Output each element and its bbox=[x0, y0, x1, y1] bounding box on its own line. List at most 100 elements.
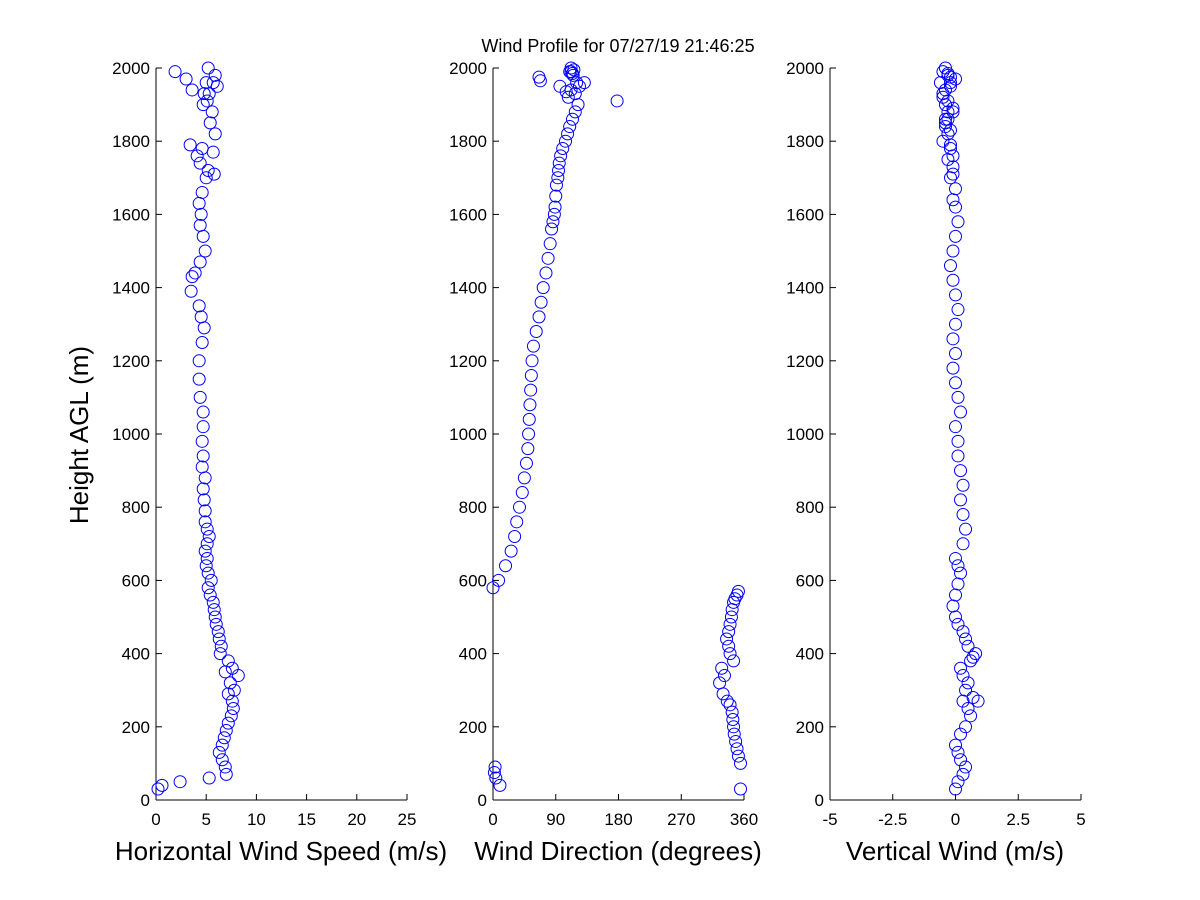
direction-data-point bbox=[727, 727, 741, 741]
speed-data-point bbox=[218, 760, 232, 774]
vertical-data-point bbox=[949, 346, 962, 360]
vertical-data-point bbox=[951, 390, 965, 404]
vertical-x-tick-label: 2.5 bbox=[1006, 810, 1030, 829]
speed-data-point bbox=[185, 270, 199, 284]
direction-x-tick-label: 360 bbox=[730, 810, 758, 829]
height-y-axis-label: Height AGL (m) bbox=[64, 346, 94, 524]
speed-data-point bbox=[195, 434, 209, 448]
direction-data-point bbox=[534, 295, 548, 309]
vertical-data-point bbox=[956, 625, 970, 639]
speed-y-tick-label: 2000 bbox=[112, 59, 150, 78]
speed-data-point bbox=[194, 310, 208, 324]
vertical-data-point bbox=[938, 61, 952, 75]
vertical-data-point bbox=[959, 760, 973, 774]
direction-x-tick-label: 180 bbox=[604, 810, 632, 829]
vertical-x-tick-label: -5 bbox=[822, 810, 837, 829]
speed-data-point bbox=[198, 544, 212, 558]
speed-data-point bbox=[219, 767, 233, 781]
vertical-data-point bbox=[946, 332, 960, 346]
direction-data-point bbox=[529, 325, 543, 339]
speed-data-point bbox=[212, 745, 226, 759]
direction-data-point bbox=[723, 617, 737, 631]
vertical-data-point bbox=[941, 112, 955, 126]
vertical-data-point bbox=[954, 405, 968, 419]
vertical-y-tick-label: 200 bbox=[796, 718, 824, 737]
panel-horizontal-speed: 0 200 400 600 800 1000 1200 1400 1600 1800 2000 0 5 1… bbox=[64, 59, 447, 866]
direction-data-point bbox=[722, 625, 736, 639]
direction-data-point bbox=[561, 90, 575, 104]
direction-data-point bbox=[728, 592, 742, 606]
speed-data-point bbox=[217, 731, 231, 745]
vertical-data-point bbox=[961, 639, 975, 653]
direction-y-tick-label: 200 bbox=[459, 718, 487, 737]
direction-y-tick-label: 0 bbox=[478, 791, 487, 810]
direction-data-point bbox=[559, 85, 573, 99]
direction-data-point bbox=[720, 694, 734, 708]
speed-x-tick-label: 20 bbox=[347, 810, 366, 829]
direction-data-point bbox=[492, 573, 506, 587]
speed-data-point bbox=[201, 581, 215, 595]
vertical-y-tick-label: 1400 bbox=[786, 279, 824, 298]
direction-data-point bbox=[568, 87, 582, 101]
vertical-y-tick-label: 1200 bbox=[786, 352, 824, 371]
speed-data-point bbox=[185, 83, 199, 97]
speed-data-point bbox=[195, 142, 209, 156]
speed-data-point bbox=[183, 138, 197, 152]
speed-data-point bbox=[188, 266, 202, 280]
direction-data-point bbox=[521, 442, 535, 456]
speed-data-point bbox=[221, 716, 235, 730]
speed-x-tick-label: 0 bbox=[151, 810, 160, 829]
speed-data-point bbox=[173, 775, 187, 789]
direction-data-point bbox=[725, 705, 739, 719]
direction-data-point bbox=[515, 486, 529, 500]
speed-data-point bbox=[193, 218, 207, 232]
vertical-data-point bbox=[949, 551, 962, 565]
vertical-y-tick-label: 0 bbox=[815, 791, 824, 810]
vertical-y-tick-label: 600 bbox=[796, 571, 824, 590]
speed-data-point bbox=[190, 149, 204, 163]
vertical-data-point bbox=[961, 676, 975, 690]
speed-data-point bbox=[179, 72, 193, 86]
speed-data-point bbox=[168, 65, 182, 79]
direction-data-point bbox=[563, 120, 577, 134]
direction-data-point bbox=[549, 178, 563, 192]
speed-y-tick-label: 200 bbox=[122, 718, 150, 737]
vertical-data-point bbox=[949, 782, 962, 796]
vertical-data-point bbox=[946, 361, 960, 375]
vertical-data-point bbox=[951, 559, 965, 573]
speed-data-point bbox=[213, 647, 227, 661]
speed-data-point bbox=[184, 284, 198, 298]
direction-data-point bbox=[722, 639, 736, 653]
direction-data-point bbox=[524, 383, 538, 397]
vertical-data-point bbox=[951, 617, 965, 631]
direction-data-point bbox=[567, 63, 581, 77]
vertical-y-tick-label: 1600 bbox=[786, 205, 824, 224]
direction-data-point bbox=[559, 134, 573, 148]
vertical-data-point bbox=[954, 727, 968, 741]
speed-data-point bbox=[215, 738, 229, 752]
speed-data-point bbox=[214, 639, 228, 653]
direction-y-tick-label: 2000 bbox=[449, 59, 487, 78]
direction-data-point bbox=[570, 76, 584, 90]
speed-points bbox=[151, 61, 245, 796]
speed-data-point bbox=[206, 595, 220, 609]
speed-data-point bbox=[197, 87, 211, 101]
speed-data-point bbox=[151, 782, 165, 796]
vertical-data-point bbox=[938, 112, 952, 126]
speed-y-tick-label: 1800 bbox=[112, 132, 150, 151]
speed-data-point bbox=[208, 610, 222, 624]
vertical-data-point bbox=[954, 753, 968, 767]
direction-data-point bbox=[552, 163, 566, 177]
direction-data-point bbox=[548, 200, 562, 214]
vertical-data-point bbox=[951, 215, 965, 229]
speed-data-point bbox=[192, 299, 206, 313]
speed-x-tick-label: 5 bbox=[201, 810, 210, 829]
direction-data-point bbox=[489, 771, 503, 785]
direction-data-point bbox=[561, 127, 575, 141]
speed-data-point bbox=[192, 354, 206, 368]
speed-data-point bbox=[226, 702, 240, 715]
speed-data-point bbox=[204, 573, 218, 587]
direction-data-point bbox=[610, 94, 624, 108]
vertical-data-point bbox=[954, 464, 968, 478]
